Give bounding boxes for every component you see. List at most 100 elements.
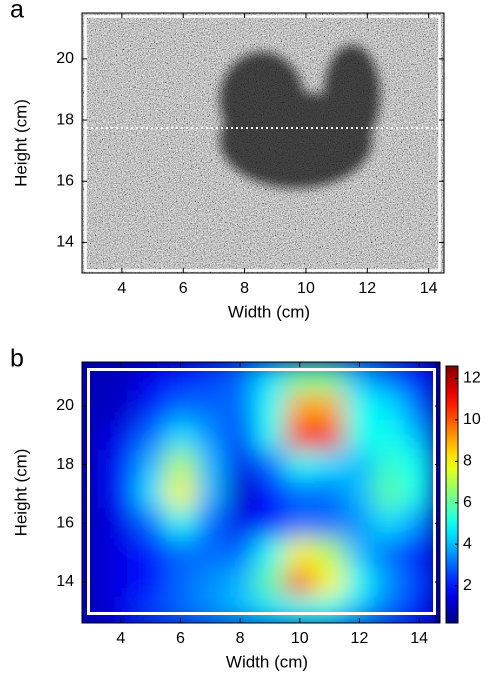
colorbar-tick-label: 10 [463, 411, 481, 428]
y-tick-label: 14 [56, 234, 74, 251]
heat-cell [255, 596, 286, 623]
heat-cell [165, 508, 196, 539]
x-tick-label: 6 [179, 280, 188, 297]
heat-cell [344, 537, 375, 568]
heat-cell [135, 479, 167, 510]
heat-cell [314, 508, 346, 539]
heat-cell [195, 362, 226, 392]
heat-cell [314, 420, 346, 451]
heat-cell [314, 479, 346, 510]
heat-cell [82, 449, 107, 480]
heat-cell [374, 537, 405, 568]
x-tick-label: 6 [176, 630, 185, 647]
heat-cell [374, 391, 405, 422]
heat-cell [195, 567, 226, 598]
heat-cell [314, 449, 346, 480]
colorbar-tick-label: 2 [463, 577, 472, 594]
heat-cell [404, 537, 435, 568]
heat-cell [284, 420, 316, 451]
heat-cell [165, 567, 196, 598]
x-axis-label: Width (cm) [228, 302, 310, 321]
heat-cell [135, 567, 167, 598]
heat-cell [82, 567, 107, 598]
y-tick-label: 20 [56, 397, 74, 414]
heat-cell [105, 449, 137, 480]
heat-cell [105, 567, 137, 598]
heat-cell [82, 420, 107, 451]
heat-cell [255, 537, 286, 568]
y-tick-label: 18 [56, 456, 74, 473]
heat-cell [165, 391, 196, 422]
heat-cell [344, 508, 375, 539]
heat-cell [105, 391, 137, 422]
panel-label: b [10, 345, 24, 373]
heat-cell [374, 567, 405, 598]
heat-cell [255, 391, 286, 422]
heat-cell [314, 596, 346, 623]
heat-cell [284, 449, 316, 480]
heat-cell [82, 596, 107, 623]
heat-cell [82, 537, 107, 568]
heat-cell [404, 449, 435, 480]
x-tick-label: 14 [420, 280, 438, 297]
x-tick-label: 4 [116, 630, 125, 647]
heat-cell [284, 567, 316, 598]
heat-cell [135, 391, 167, 422]
heat-cell [344, 420, 375, 451]
x-tick-label: 10 [291, 630, 309, 647]
heat-cell [105, 508, 137, 539]
heat-cell [314, 362, 346, 392]
heat-cell [135, 362, 167, 392]
colorbar-tick-label: 6 [463, 494, 472, 511]
heatmap [82, 362, 435, 623]
heat-cell [344, 567, 375, 598]
axes-frame [81, 12, 445, 274]
heat-cell [195, 508, 226, 539]
heat-cell [314, 567, 346, 598]
heat-cell [404, 391, 435, 422]
x-tick-label: 8 [236, 630, 245, 647]
heat-cell [225, 508, 256, 539]
heat-cell [374, 508, 405, 539]
heat-cell [82, 362, 107, 392]
heat-cell [165, 449, 196, 480]
heat-cell [255, 362, 286, 392]
heat-cell [344, 449, 375, 480]
heat-cell [105, 479, 137, 510]
y-axis-label: Height (cm) [11, 99, 30, 187]
heat-cell [225, 537, 256, 568]
x-tick-label: 10 [297, 280, 315, 297]
x-tick-label: 14 [410, 630, 428, 647]
heat-cell [374, 479, 405, 510]
heat-cell [82, 391, 107, 422]
heat-cell [284, 479, 316, 510]
heat-cell [374, 596, 405, 623]
heat-cell [374, 362, 405, 392]
y-tick-label: 20 [56, 50, 74, 67]
heat-cell [165, 537, 196, 568]
panel-label: a [10, 0, 24, 24]
heat-cell [225, 479, 256, 510]
y-tick-label: 14 [56, 573, 74, 590]
y-axis-label: Height (cm) [11, 449, 30, 537]
heat-cell [82, 479, 107, 510]
heat-cell [195, 420, 226, 451]
y-tick-label: 16 [56, 515, 74, 532]
speckle-image [82, 13, 444, 273]
x-tick-label: 8 [240, 280, 249, 297]
heat-cell [195, 537, 226, 568]
colorbar [445, 365, 459, 624]
heat-cell [225, 449, 256, 480]
heat-cell [195, 391, 226, 422]
heat-cell [314, 391, 346, 422]
heat-cell [284, 537, 316, 568]
heat-cell [404, 508, 435, 539]
heat-cell [284, 508, 316, 539]
heat-cell [344, 479, 375, 510]
heat-cell [255, 449, 286, 480]
y-tick-label: 18 [56, 111, 74, 128]
heat-cell [105, 420, 137, 451]
heat-cell [135, 537, 167, 568]
colorbar-tick-label: 4 [463, 535, 472, 552]
